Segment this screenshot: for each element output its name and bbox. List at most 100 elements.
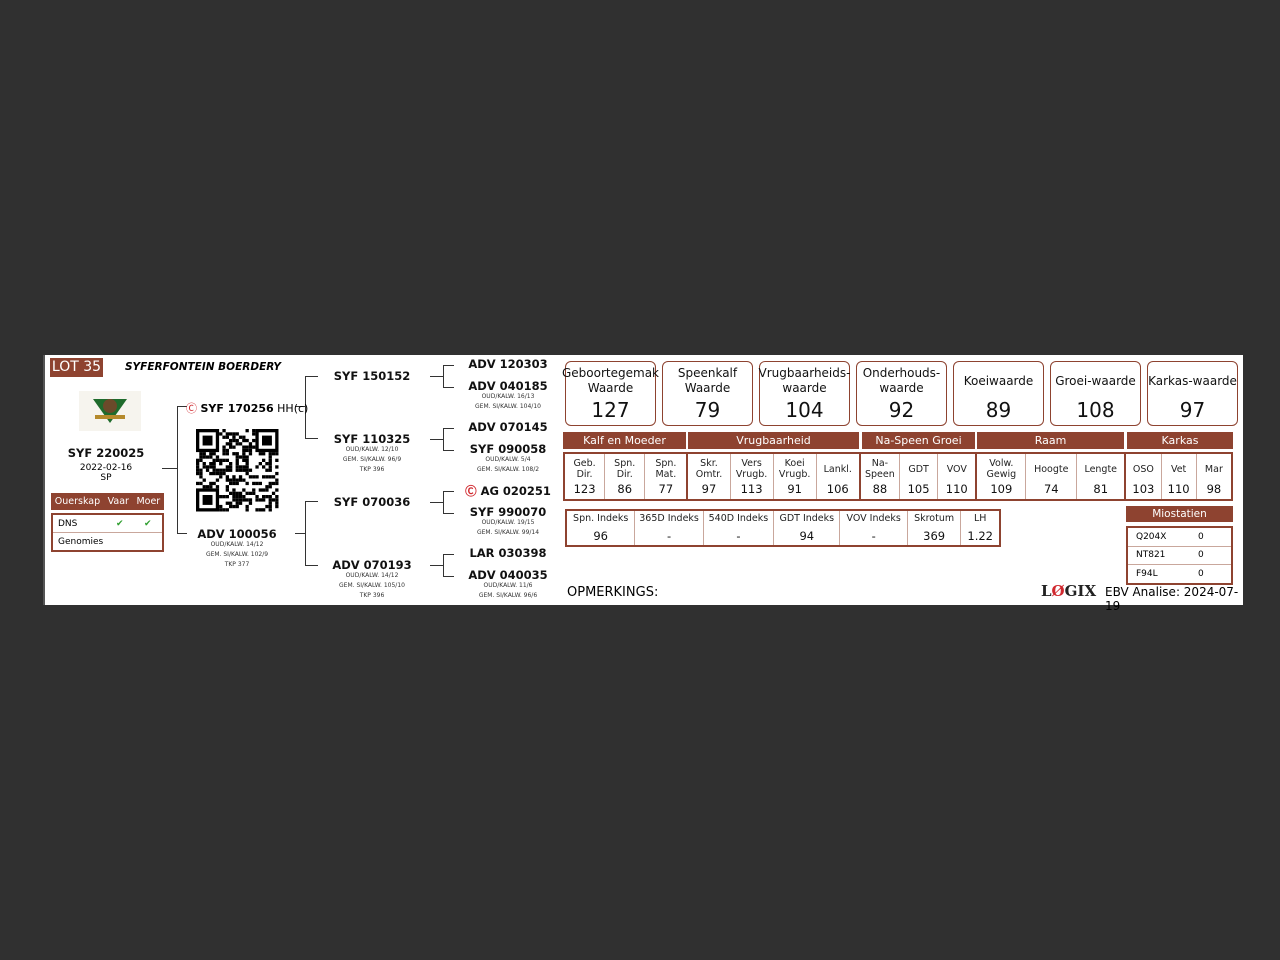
great-grandparent-id: SYF 090058 xyxy=(418,442,598,456)
ebv-cell: GDT 105 xyxy=(900,454,939,499)
ebv-cell: Geb. Dir. 123 xyxy=(565,454,606,499)
breeding-value-label: Speenkalf Waarde xyxy=(677,366,738,395)
ebv-label: GDT xyxy=(908,463,929,475)
index-cell: VOV Indeks - xyxy=(840,511,908,545)
analysis-date: EBV Analise: 2024-07-19 xyxy=(1105,585,1239,613)
ai-sire-icon: Ⓒ xyxy=(186,402,197,415)
parentage-col: Moer xyxy=(136,496,161,507)
ebv-value: 81 xyxy=(1093,482,1109,496)
grandparent-info: TKP 396 xyxy=(359,592,385,599)
index-value: 96 xyxy=(593,529,608,543)
ebv-value: 77 xyxy=(658,482,674,496)
breeding-value-box: Geboortegemak Waarde 127 xyxy=(562,361,659,426)
great-grandparent-label: LAR 030398 xyxy=(469,546,547,560)
ebv-cell: Spn. Mat. 77 xyxy=(645,454,689,499)
grandparent-info: TKP 396 xyxy=(359,466,385,473)
qr-code[interactable] xyxy=(196,429,279,512)
great-grandparent-label: ADV 040185 xyxy=(468,379,548,393)
animal-id: SYF 220025 xyxy=(67,446,145,460)
ebv-label: Lengte xyxy=(1084,463,1118,475)
dam-id: ADV 100056 xyxy=(197,527,277,541)
index-value: - xyxy=(666,529,672,543)
miostatien-header: Miostatien xyxy=(1126,506,1233,522)
miostatien-row: F94L 0 xyxy=(1128,565,1231,583)
ebv-label: Spn. Mat. xyxy=(655,458,677,480)
ebv-label: Vers Vrugb. xyxy=(735,458,768,480)
miostatien-row: NT821 0 xyxy=(1128,547,1231,566)
grandparent-info: GEM. SI/KALW. 105/10 xyxy=(339,582,405,589)
index-cell: 540D Indeks - xyxy=(704,511,775,545)
great-grandparent-id: ADV 040185 xyxy=(418,379,598,393)
ebv-cell: Spn. Dir. 86 xyxy=(605,454,646,499)
grandparent-info: OUD/KALW. 14/12 xyxy=(345,572,399,579)
great-grandparent-info: GEM. SI/KALW. 99/14 xyxy=(476,529,540,536)
breeding-value: 79 xyxy=(694,398,721,422)
miostatien-value: 0 xyxy=(1198,568,1204,579)
breeding-value: 97 xyxy=(1179,398,1206,422)
ebv-value: 74 xyxy=(1043,482,1059,496)
index-label: 540D Indeks xyxy=(708,513,769,524)
ebv-value: 103 xyxy=(1132,482,1155,496)
ebv-cell: Vet 110 xyxy=(1162,454,1197,499)
ebv-group-header: Raam xyxy=(977,432,1124,449)
breeding-value: 89 xyxy=(985,398,1012,422)
dam-info: OUD/KALW. 14/12 xyxy=(210,541,264,548)
breeding-value: 92 xyxy=(888,398,915,422)
parentage-label: Genomies xyxy=(58,536,104,547)
ebv-label: Mar xyxy=(1204,463,1223,475)
miostatien-marker: F94L xyxy=(1136,568,1158,579)
ebv-label: Spn. Dir. xyxy=(614,458,636,480)
great-grandparent-label: ADV 120303 xyxy=(468,357,548,371)
ebv-cell: Mar 98 xyxy=(1197,454,1231,499)
sire: Ⓒ SYF 170256 HH(c) xyxy=(186,400,308,416)
great-grandparent-label: ADV 040035 xyxy=(468,568,548,582)
index-cell: GDT Indeks 94 xyxy=(774,511,841,545)
index-value: 94 xyxy=(799,529,815,543)
index-value: 369 xyxy=(923,529,946,543)
index-label: LH xyxy=(973,513,987,524)
breeding-value-label: Vrugbaarheids-waarde xyxy=(758,366,851,395)
ebv-value: 98 xyxy=(1206,482,1222,496)
grandparent-id: SYF 110325 xyxy=(333,432,411,446)
great-grandparent-id: LAR 030398 xyxy=(418,546,598,560)
breeding-value-box: Karkas-waarde 97 xyxy=(1147,361,1238,426)
remarks-label: OPMERKINGS: xyxy=(567,585,659,600)
ebv-cell: Vers Vrugb. 113 xyxy=(731,454,774,499)
great-grandparent-info: GEM. SI/KALW. 104/10 xyxy=(475,403,541,410)
check-icon: ✔ xyxy=(116,518,124,529)
breeding-value: 108 xyxy=(1076,398,1115,422)
ebv-value: 91 xyxy=(787,482,802,496)
grandparent-id: ADV 070193 xyxy=(332,558,412,572)
index-cell: Skrotum 369 xyxy=(908,511,962,545)
great-grandparent-id: SYF 990070 xyxy=(418,505,598,519)
grandparent-info: GEM. SI/KALW. 96/9 xyxy=(342,456,402,463)
great-grandparent-label: AG 020251 xyxy=(480,484,551,498)
ebv-group-header: Na-Speen Groei xyxy=(862,432,975,449)
grandparent-id: SYF 070036 xyxy=(333,495,411,509)
index-cell: LH 1.22 xyxy=(961,511,999,545)
breeding-value-box: Koeiwaarde 89 xyxy=(953,361,1044,426)
ebv-value: 110 xyxy=(1167,482,1190,496)
breeding-value: 104 xyxy=(785,398,824,422)
ebv-cell: Volw. Gewig 109 xyxy=(977,454,1027,499)
ebv-label: Na-Speen xyxy=(865,458,895,480)
ebv-value: 113 xyxy=(740,482,763,496)
great-grandparent-id: ADV 040035 xyxy=(418,568,598,582)
breeding-value-label: Koeiwaarde xyxy=(963,373,1034,388)
breeding-value-box: Speenkalf Waarde 79 xyxy=(662,361,753,426)
great-grandparent-label: SYF 090058 xyxy=(469,442,547,456)
parentage-row: DNS ✔ ✔ xyxy=(53,515,162,533)
great-grandparent-label: ADV 070145 xyxy=(468,420,548,434)
miostatien-marker: Q204X xyxy=(1136,531,1167,542)
great-grandparent-info: GEM. SI/KALW. 108/2 xyxy=(476,466,540,473)
grandparent-info: OUD/KALW. 12/10 xyxy=(345,446,399,453)
farm-name: SYFERFONTEIN BOERDERY xyxy=(125,361,281,373)
ebv-value: 109 xyxy=(990,482,1013,496)
sale-lot-card: LOT 35 SYFERFONTEIN BOERDERY SYF 220025 … xyxy=(43,355,1243,613)
breeding-value-box: Vrugbaarheids-waarde 104 xyxy=(759,361,850,426)
parentage-table: DNS ✔ ✔ Genomies xyxy=(51,513,164,552)
ebv-cell: Na-Speen 88 xyxy=(861,454,900,499)
check-icon: ✔ xyxy=(144,518,152,529)
miostatien-value: 0 xyxy=(1198,550,1204,561)
ebv-label: Koei Vrugb. xyxy=(778,458,811,480)
